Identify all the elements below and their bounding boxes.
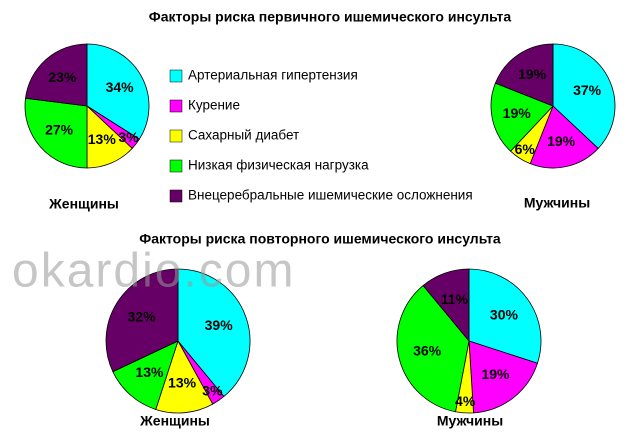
section-title: Факторы риска повторного ишемического ин… — [139, 231, 501, 247]
section-title: Факторы риска первичного ишемического ин… — [149, 9, 512, 25]
pie-slice — [177, 268, 251, 398]
watermark: okardio.com — [12, 245, 295, 298]
pie-label: Мужчины — [524, 195, 590, 211]
data-label: 13% — [88, 131, 117, 147]
pie-slice — [468, 268, 542, 364]
legend-swatch — [169, 99, 183, 113]
data-label: 3% — [202, 382, 223, 398]
legend-swatch — [169, 189, 183, 203]
legend-label: Внецеребральные ишемические осложнения — [188, 188, 473, 203]
data-label: 13% — [168, 375, 197, 391]
data-label: 11% — [441, 291, 469, 307]
legend-swatch — [169, 129, 183, 143]
data-label: 32% — [128, 309, 157, 325]
pie-slice — [552, 43, 616, 150]
data-label: 36% — [413, 342, 442, 358]
pie-slice — [24, 97, 88, 169]
data-label: 6% — [515, 141, 536, 157]
legend-swatch — [169, 69, 183, 83]
data-label: 39% — [205, 317, 234, 333]
pie-slice — [112, 340, 179, 410]
data-label: 19% — [503, 105, 532, 121]
pie-slice — [396, 284, 470, 413]
data-label: 27% — [45, 121, 74, 137]
data-label: 19% — [518, 66, 547, 82]
pie-slice — [494, 43, 554, 107]
data-label: 30% — [490, 306, 519, 322]
pie-slice — [105, 268, 179, 373]
pie-label: Мужчины — [437, 413, 503, 429]
legend-label: Сахарный диабет — [188, 128, 299, 143]
data-label: 4% — [455, 393, 476, 409]
legend-label: Артериальная гипертензия — [188, 68, 358, 83]
pie-slice — [155, 339, 214, 414]
legend-label: Низкая физическая нагрузка — [188, 158, 369, 173]
data-label: 23% — [48, 69, 77, 85]
data-label: 3% — [119, 129, 140, 145]
data-label: 37% — [573, 82, 602, 98]
data-label: 19% — [481, 366, 510, 382]
legend-label: Курение — [188, 98, 240, 113]
pie-slice — [468, 340, 538, 414]
data-label: 34% — [106, 79, 135, 95]
pie-slice — [422, 268, 470, 343]
pie-label: Женщины — [48, 196, 119, 212]
pie-slice — [25, 43, 88, 107]
data-label: 13% — [135, 364, 164, 380]
legend-swatch — [169, 159, 183, 173]
data-label: 19% — [547, 133, 576, 149]
pie-label: Женщины — [139, 413, 210, 429]
